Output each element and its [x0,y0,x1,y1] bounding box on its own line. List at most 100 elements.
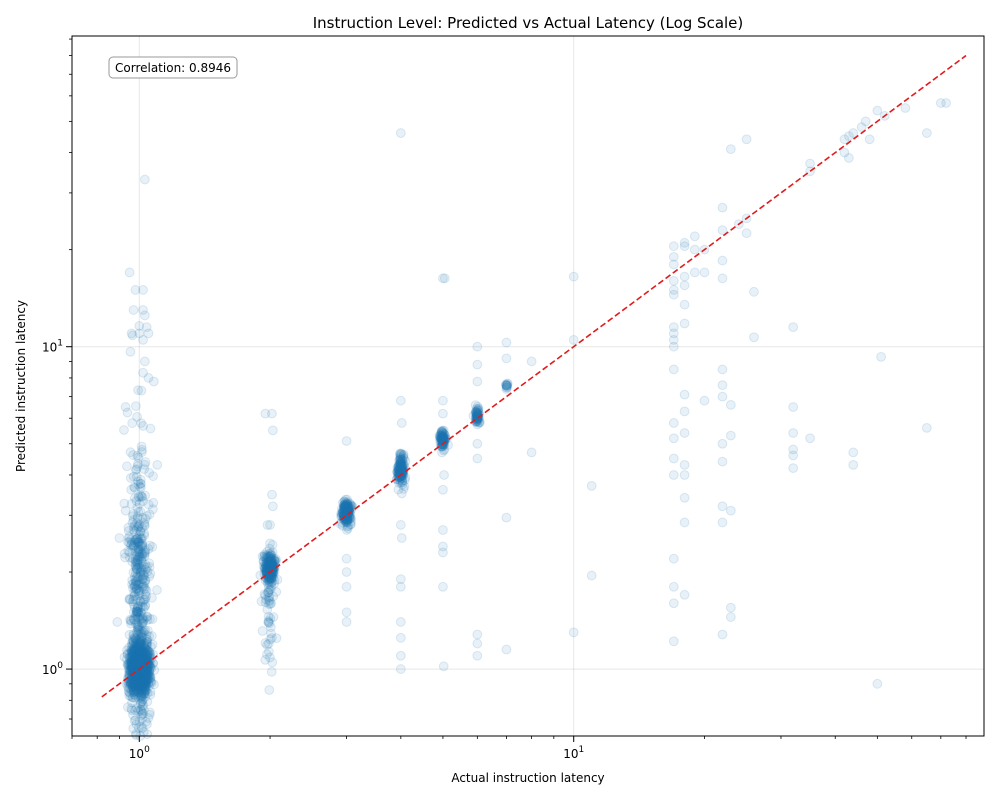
data-point [132,676,142,687]
data-point [134,677,145,687]
data-point [125,677,136,688]
data-point [133,666,144,677]
data-point [130,646,141,657]
data-point [144,669,154,680]
data-point [133,652,144,662]
data-point [135,648,146,658]
data-point [141,670,152,680]
data-point [134,657,145,668]
data-point [128,662,139,673]
data-point [134,657,145,668]
data-point [129,656,139,667]
x-axis-label: Actual instruction latency [451,771,604,785]
data-point [126,649,137,660]
data-point [127,655,138,665]
data-point [137,669,148,680]
data-point [135,661,146,672]
data-point [139,642,150,652]
data-point [133,675,144,685]
data-point [134,691,145,702]
data-point [119,548,130,559]
data-point [129,677,140,688]
data-point [136,656,147,667]
data-point [132,649,143,660]
data-point [129,689,140,700]
data-point [146,641,156,652]
data-point [140,666,150,677]
data-point [131,661,142,672]
data-point [396,533,407,543]
data-point [132,652,143,663]
data-point [136,671,146,682]
data-point [144,674,155,685]
data-point [136,648,147,659]
data-point [136,654,147,664]
data-point [138,679,148,690]
data-point [123,664,134,675]
data-point [134,662,145,673]
data-point [140,665,151,676]
data-point [132,671,143,682]
data-point [140,678,151,688]
data-point [135,678,146,689]
data-point [143,659,154,670]
data-point [127,680,138,691]
data-point [395,520,406,530]
data-point [126,675,137,686]
data-point [132,686,143,697]
data-point [135,651,145,662]
data-point [136,664,147,674]
data-point [126,652,137,663]
data-point [129,643,139,654]
data-point [141,651,151,662]
data-point [131,634,142,645]
data-point [130,653,141,664]
data-point [135,673,146,684]
data-point [140,600,151,610]
data-point [130,465,141,475]
data-point [140,669,151,679]
data-point [146,677,157,688]
data-point [138,650,149,661]
data-point [133,385,143,396]
data-point [341,553,352,564]
data-point [139,666,150,677]
data-point [139,666,150,677]
data-point [135,661,145,672]
data-point [135,680,146,691]
data-point [130,659,141,669]
data-point [342,502,353,513]
data-point [395,128,406,138]
data-point [123,683,134,694]
data-point [133,658,144,669]
data-point [130,655,141,666]
data-point [130,649,141,660]
data-point [130,659,140,670]
data-point [135,661,146,671]
data-point [134,662,144,672]
data-point [131,643,142,654]
data-point [130,654,141,665]
data-point [135,634,146,645]
data-point [137,674,148,685]
data-point [346,513,356,524]
data-point [135,655,146,666]
data-point [133,678,144,689]
data-point [132,684,143,695]
data-point [139,666,149,677]
data-point [139,310,150,321]
data-point [136,656,147,667]
data-point [128,636,138,647]
data-point [133,546,144,557]
data-point [860,116,871,127]
data-point [125,678,136,689]
data-point [668,581,679,592]
data-point [136,647,147,657]
data-point [140,667,150,678]
data-point [134,671,144,682]
data-point [136,644,146,655]
data-point [135,677,145,687]
data-point [128,661,139,672]
data-point [130,656,141,666]
data-point [140,670,150,681]
